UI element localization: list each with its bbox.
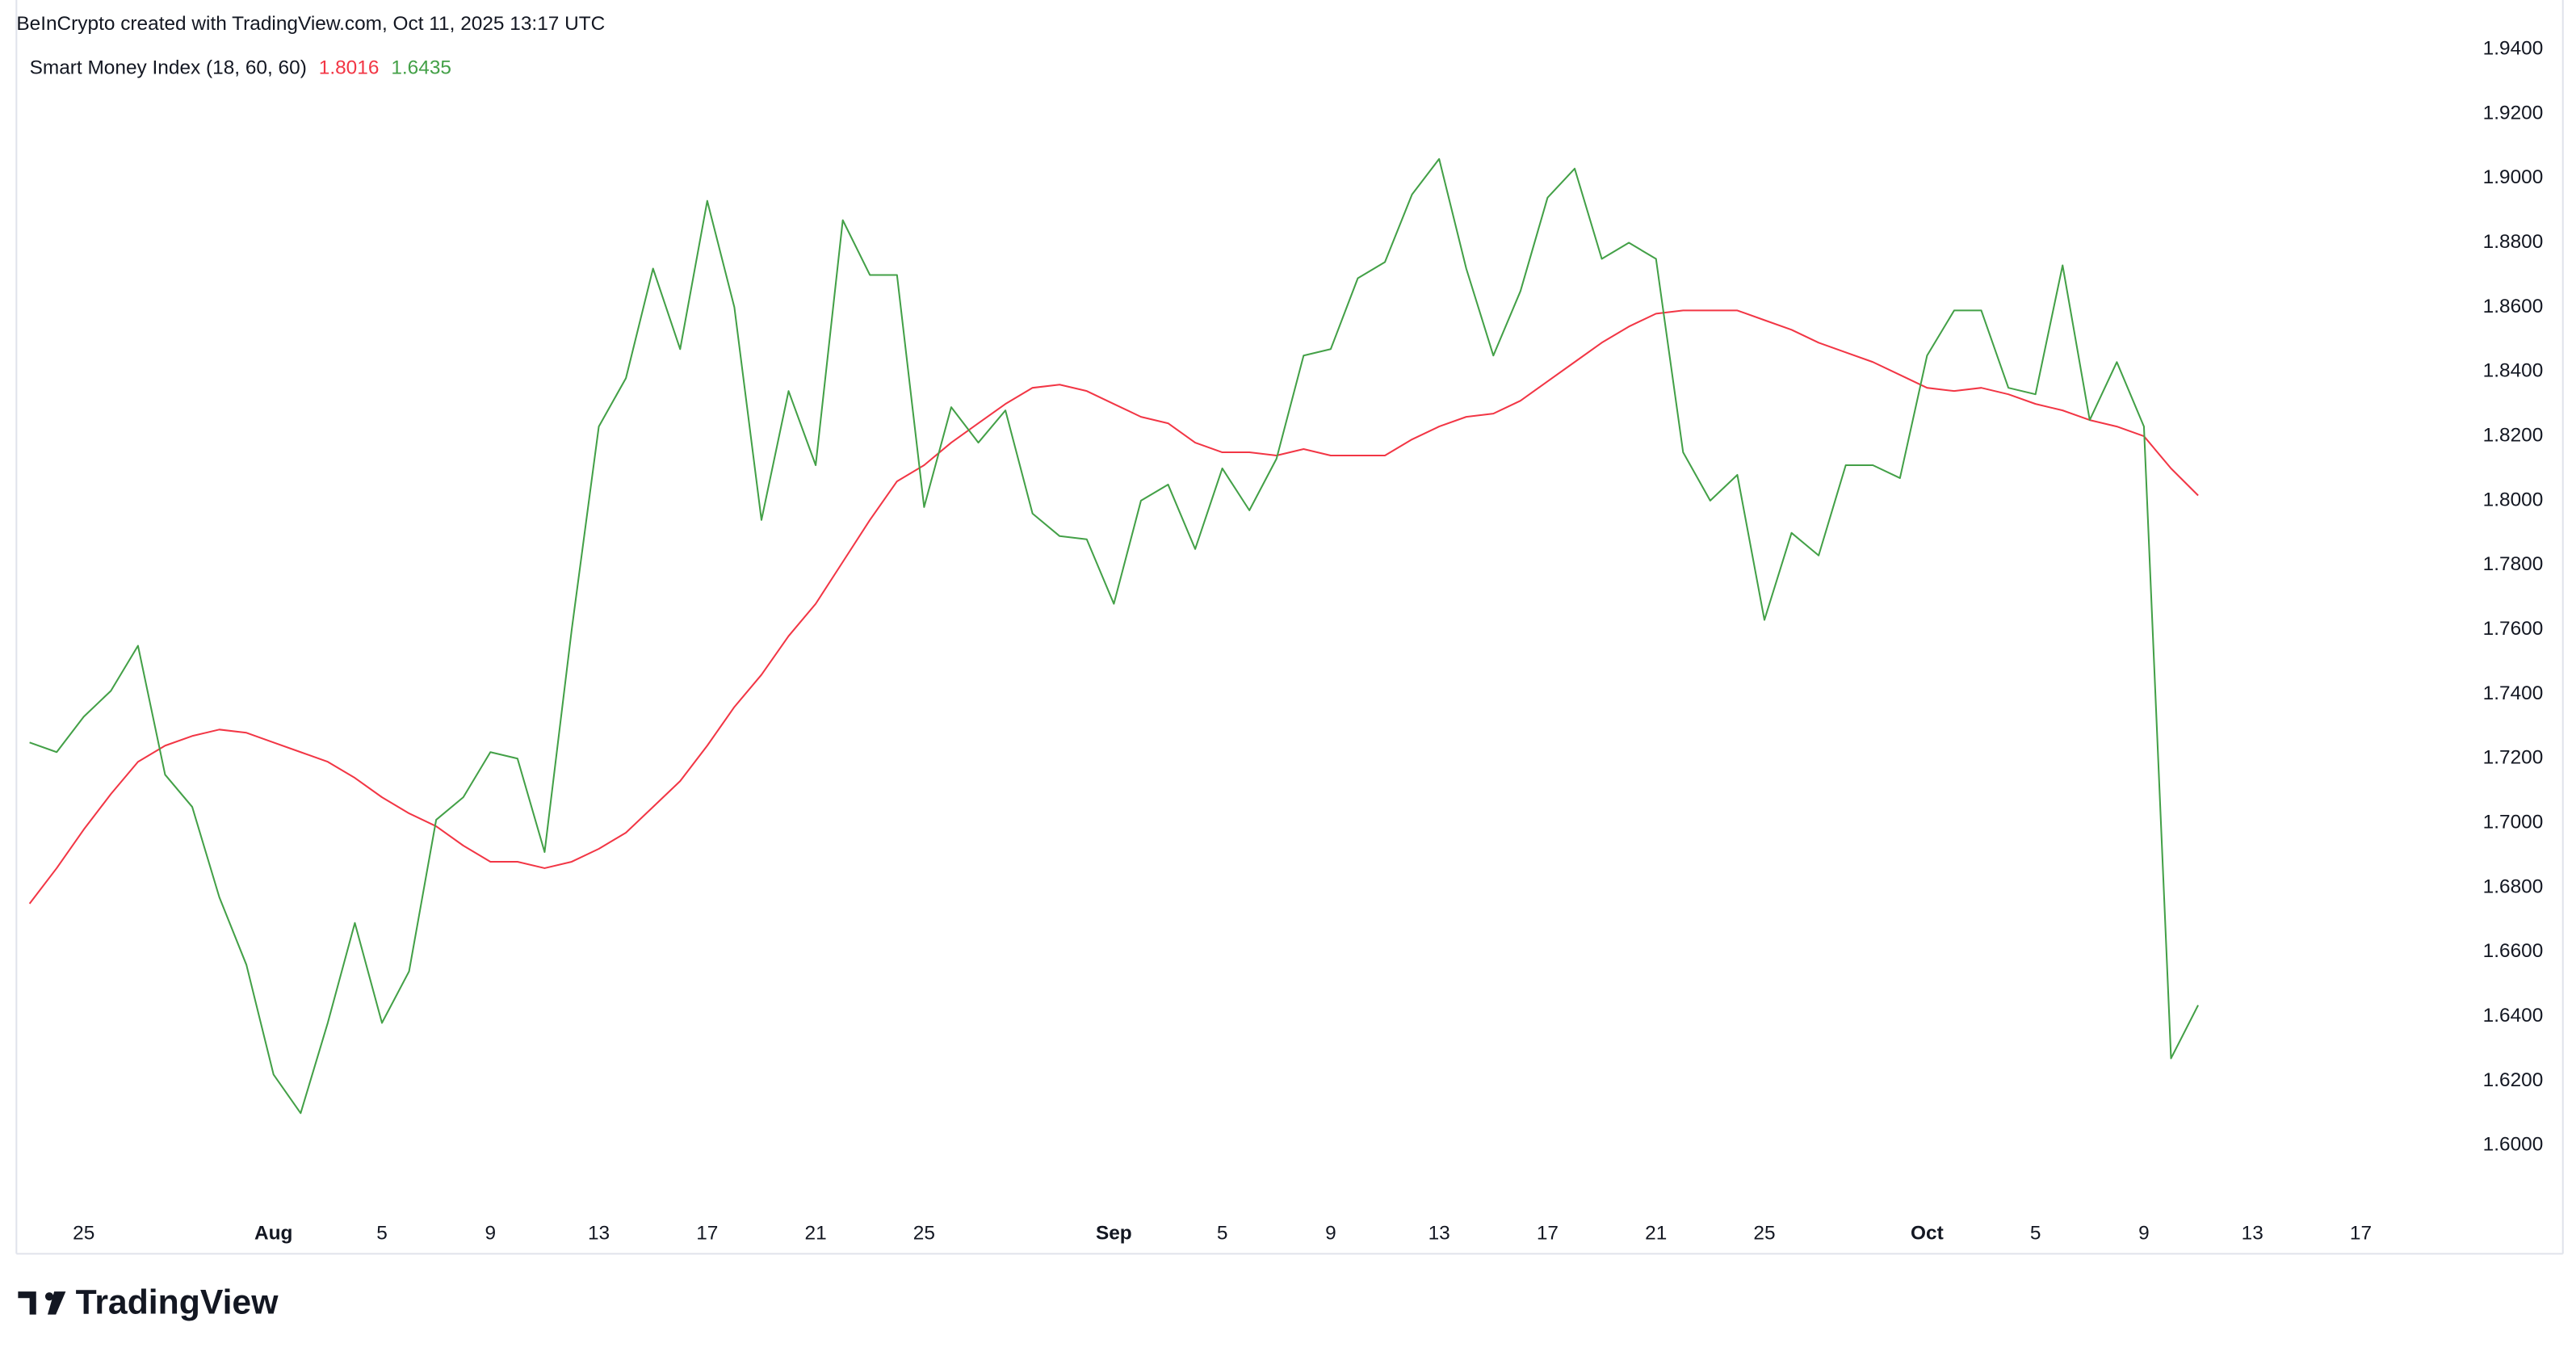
x-tick-label: 25 [1753,1222,1775,1244]
header: BeInCrypto created with TradingView.com,… [16,13,605,35]
x-tick-label: 21 [1645,1222,1667,1244]
y-tick-label: 1.8200 [2483,425,2544,447]
x-tick-label: 21 [805,1222,827,1244]
x-tick-label: 9 [485,1222,496,1244]
x-tick-label: 17 [2350,1222,2372,1244]
legend-value: 1.6435 [391,57,451,79]
x-tick-label: 13 [588,1222,610,1244]
brand: TradingView [76,1283,279,1322]
x-tick-label: 9 [2138,1222,2150,1244]
y-tick-label: 1.7000 [2483,812,2544,833]
logo-icon [47,1291,66,1315]
y-tick-label: 1.7600 [2483,618,2544,640]
x-tick-label: 17 [1537,1222,1559,1244]
y-tick-label: 1.7400 [2483,682,2544,704]
series-line [28,309,2199,905]
x-tick-label: 5 [1217,1222,1228,1244]
logo-icon [18,1291,46,1315]
plot [28,157,2199,1115]
x-tick-label: Aug [254,1222,292,1244]
y-tick-label: 1.8000 [2483,489,2544,510]
y-tick-label: 1.8600 [2483,296,2544,317]
legend: Smart Money Index (18, 60, 60) 1.8016 1.… [30,57,451,79]
y-tick-label: 1.8400 [2483,360,2544,382]
y-tick-label: 1.6000 [2483,1134,2544,1156]
y-tick-label: 1.6600 [2483,940,2544,962]
y-tick-label: 1.8800 [2483,231,2544,253]
y-tick-label: 1.6200 [2483,1069,2544,1091]
x-tick-label: Oct [1911,1222,1944,1244]
x-tick-label: Sep [1096,1222,1132,1244]
x-tick-label: 25 [73,1222,94,1244]
legend-value: 1.8016 [319,57,380,79]
y-tick-label: 1.9200 [2483,102,2544,124]
x-tick-label: 17 [696,1222,718,1244]
y-tick-label: 1.7200 [2483,747,2544,769]
x-tick-label: 5 [376,1222,388,1244]
series-line [29,157,2199,1115]
logo-icon [44,1292,54,1301]
logo: TradingView [18,1283,279,1322]
y-tick-label: 1.9400 [2483,38,2544,60]
indicator-name: Smart Money Index (18, 60, 60) [30,57,307,79]
y-tick-label: 1.6800 [2483,875,2544,897]
y-tick-label: 1.7800 [2483,553,2544,575]
y-tick-label: 1.6400 [2483,1005,2544,1027]
x-tick-label: 9 [1325,1222,1336,1244]
y-tick-label: 1.9000 [2483,166,2544,188]
x-tick-label: 25 [913,1222,935,1244]
x-tick-label: 5 [2030,1222,2041,1244]
x-tick-label: 13 [2242,1222,2263,1244]
x-tick-label: 13 [1429,1222,1450,1244]
